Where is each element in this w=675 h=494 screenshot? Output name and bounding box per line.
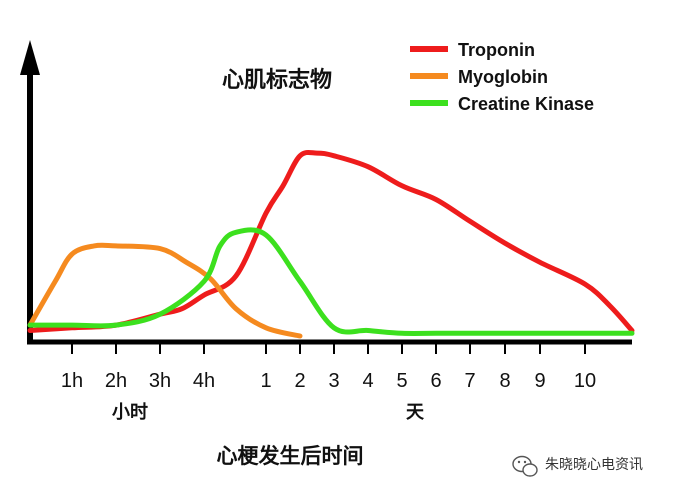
series-line-troponin (27, 149, 635, 333)
x-tick-label: 4h (193, 370, 215, 392)
x-axis-title: 心梗发生后时间 (217, 444, 364, 468)
x-tick-label: 9 (534, 370, 545, 392)
series-line-myoglobin (27, 242, 303, 339)
x-tick-label: 8 (499, 370, 510, 392)
watermark-text: 朱晓晓心电资讯 (545, 457, 643, 473)
x-tick-label: 4 (362, 370, 373, 392)
legend-label-myoglobin: Myoglobin (458, 67, 548, 87)
x-tick-labels-days: 1 2 3 4 5 6 7 8 9 10 (260, 370, 596, 392)
series-line-creatine-kinase (27, 227, 635, 336)
x-tick-label: 3 (328, 370, 339, 392)
chart-title: 心肌标志物 (222, 67, 332, 93)
x-tick-label: 5 (396, 370, 407, 392)
x-tick-label: 2 (294, 370, 305, 392)
x-tick-label: 1h (61, 370, 83, 392)
legend: Troponin Myoglobin Creatine Kinase (410, 40, 594, 114)
x-tick-label: 2h (105, 370, 127, 392)
x-tick-labels-hours: 1h 2h 3h 4h (61, 370, 215, 392)
x-tick-marks (71, 342, 586, 354)
wechat-icon (512, 455, 538, 477)
watermark: 朱晓晓心电资讯 (512, 455, 643, 477)
x-tick-label: 10 (574, 370, 596, 392)
y-axis-arrow (20, 40, 40, 75)
hours-unit-label: 小时 (112, 402, 148, 423)
x-tick-label: 3h (149, 370, 171, 392)
legend-label-troponin: Troponin (458, 40, 535, 60)
legend-label-creatine-kinase: Creatine Kinase (458, 94, 594, 114)
days-unit-label: 天 (406, 402, 425, 423)
x-tick-label: 7 (464, 370, 475, 392)
x-tick-label: 1 (260, 370, 271, 392)
x-tick-label: 6 (430, 370, 441, 392)
series-group (27, 149, 635, 339)
